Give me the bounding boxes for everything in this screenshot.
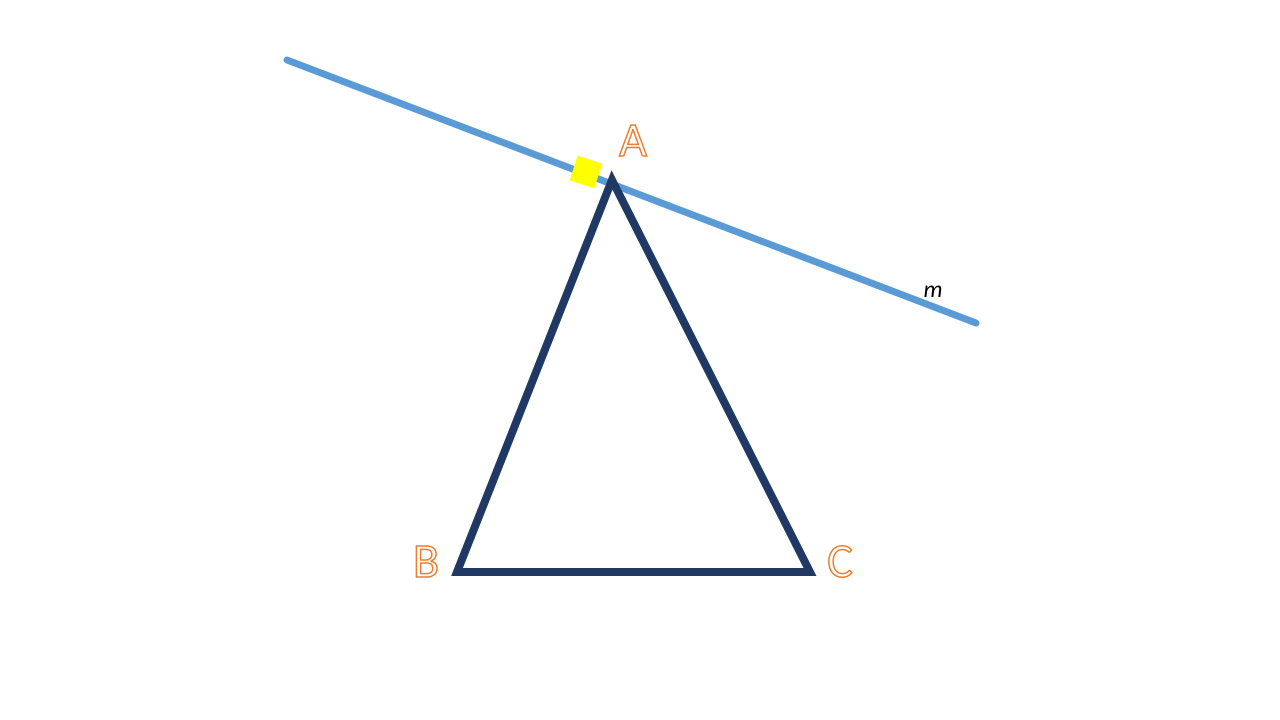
vertex-label-c: C (827, 537, 853, 585)
geometry-diagram (0, 0, 1280, 720)
line-m (287, 60, 976, 323)
line-label-m: m (924, 278, 943, 302)
vertex-label-b: B (413, 537, 439, 585)
vertex-label-a: A (619, 116, 647, 164)
right-angle-marker (570, 156, 603, 189)
